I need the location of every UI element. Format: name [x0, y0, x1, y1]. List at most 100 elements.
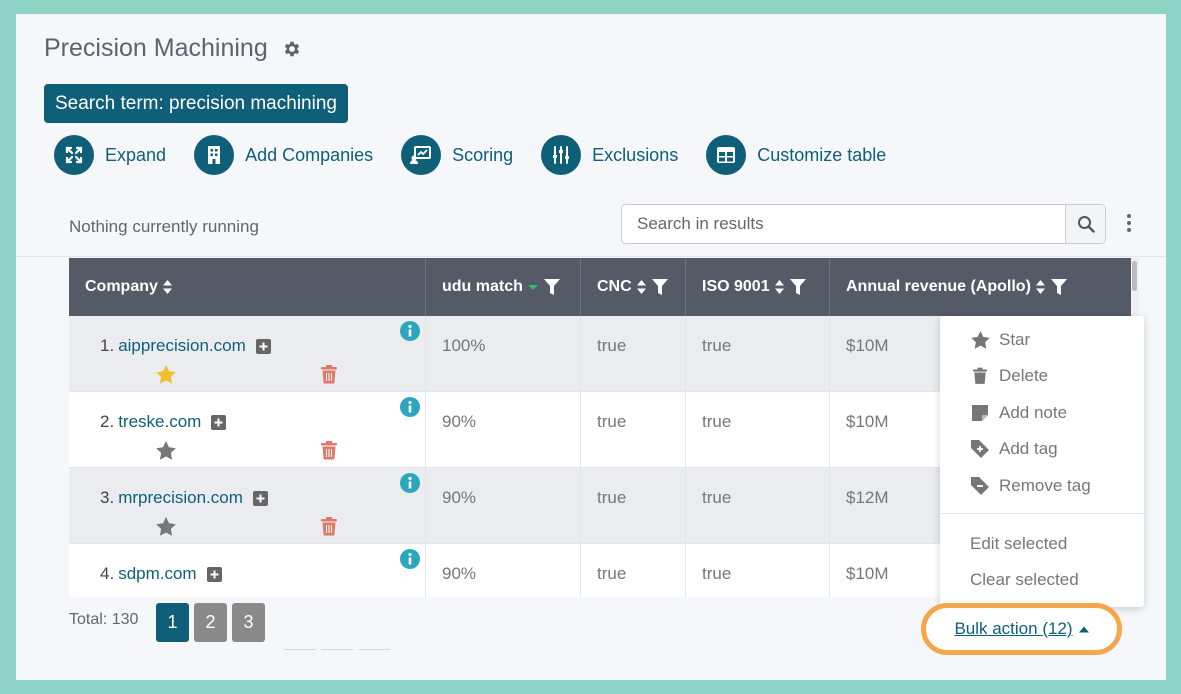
- expand-plus-icon[interactable]: [206, 566, 222, 582]
- udu-match-cell: 90%: [426, 468, 581, 543]
- trash-icon[interactable]: [321, 517, 337, 536]
- iso-cell: true: [686, 316, 830, 391]
- total-count: Total: 130: [69, 611, 139, 628]
- column-header-cnc[interactable]: CNC: [581, 258, 686, 316]
- more-options-icon[interactable]: [1122, 212, 1136, 234]
- note-icon: [970, 405, 990, 421]
- add-companies-label: Add Companies: [245, 144, 374, 165]
- revenue-cell: $10M: [846, 336, 889, 355]
- company-cell: 1. aipprecision.com: [69, 316, 426, 391]
- menu-divider: [940, 513, 1144, 514]
- building-icon: [194, 135, 235, 175]
- menu-item-remove-tag[interactable]: Remove tag: [970, 476, 1091, 496]
- decorative-lines: [284, 649, 395, 650]
- tag-add-icon: [970, 440, 990, 458]
- star-icon: [970, 331, 990, 349]
- udu-match-cell: 100%: [426, 316, 581, 391]
- sort-desc-icon[interactable]: [527, 283, 538, 291]
- page-button-1[interactable]: 1: [156, 603, 189, 642]
- scoring-label: Scoring: [452, 144, 514, 165]
- column-header-iso-9001[interactable]: ISO 9001: [686, 258, 830, 316]
- table-icon: [706, 135, 747, 175]
- company-link[interactable]: mrprecision.com: [118, 488, 243, 507]
- title-row: Precision Machining: [44, 34, 302, 63]
- results-search: [621, 204, 1106, 244]
- iso-cell: true: [686, 392, 830, 467]
- pagination: 1 2 3: [156, 603, 270, 642]
- udu-match-cell: 90%: [426, 544, 581, 597]
- expand-plus-icon[interactable]: [211, 414, 227, 430]
- menu-item-clear-selected[interactable]: Clear selected: [970, 570, 1079, 589]
- filter-icon[interactable]: [789, 279, 806, 295]
- menu-item-star[interactable]: Star: [970, 330, 1030, 350]
- bulk-action-label: Bulk action (12): [954, 619, 1073, 638]
- column-header-udu-match[interactable]: udu match: [426, 258, 581, 316]
- sliders-icon: [541, 135, 582, 175]
- star-icon[interactable]: [156, 441, 176, 460]
- info-icon[interactable]: [400, 549, 420, 569]
- table-header: Company udu match CNC ISO 9001 Annual re…: [69, 258, 1131, 316]
- trash-icon: [970, 367, 990, 385]
- search-input[interactable]: [622, 205, 1065, 243]
- customize-table-button[interactable]: Customize table: [706, 135, 886, 175]
- iso-cell: true: [686, 468, 830, 543]
- table-scrollbar-thumb[interactable]: [1132, 261, 1137, 291]
- main-panel: Precision Machining Search term: precisi…: [16, 14, 1166, 680]
- company-link[interactable]: sdpm.com: [118, 564, 197, 583]
- row-number: 4.: [100, 564, 115, 583]
- exclusions-button[interactable]: Exclusions: [541, 135, 678, 175]
- info-icon[interactable]: [400, 473, 420, 493]
- company-link[interactable]: treske.com: [118, 412, 202, 431]
- sort-icon[interactable]: [162, 280, 172, 294]
- expand-label: Expand: [105, 144, 167, 165]
- cnc-cell: true: [581, 392, 686, 467]
- page-button-2[interactable]: 2: [194, 603, 227, 642]
- bulk-action-menu: Star Delete Add note Add tag Remove tag …: [940, 316, 1144, 607]
- exclusions-label: Exclusions: [592, 144, 679, 165]
- cnc-cell: true: [581, 468, 686, 543]
- row-number: 3.: [100, 488, 115, 507]
- caret-up-icon: [1078, 626, 1089, 633]
- add-companies-button[interactable]: Add Companies: [194, 135, 373, 175]
- expand-plus-icon[interactable]: [252, 490, 268, 506]
- column-header-company[interactable]: Company: [69, 258, 426, 316]
- trash-icon[interactable]: [321, 365, 337, 384]
- menu-item-delete[interactable]: Delete: [970, 366, 1048, 386]
- udu-match-cell: 90%: [426, 392, 581, 467]
- revenue-cell: $10M: [846, 412, 889, 431]
- scoring-button[interactable]: Scoring: [401, 135, 513, 175]
- search-icon: [1077, 216, 1095, 233]
- menu-item-edit-selected[interactable]: Edit selected: [970, 534, 1068, 553]
- company-cell: 4. sdpm.com: [69, 544, 426, 597]
- info-icon[interactable]: [400, 321, 420, 341]
- filter-icon[interactable]: [543, 279, 560, 295]
- row-number: 1.: [100, 336, 115, 355]
- sort-icon[interactable]: [1035, 280, 1045, 294]
- cnc-cell: true: [581, 544, 686, 597]
- info-icon[interactable]: [400, 397, 420, 417]
- company-cell: 3. mrprecision.com: [69, 468, 426, 543]
- star-icon[interactable]: [156, 365, 176, 384]
- sort-icon[interactable]: [774, 280, 784, 294]
- filter-icon[interactable]: [1050, 279, 1067, 295]
- search-button[interactable]: [1065, 205, 1105, 243]
- column-header-annual-revenue[interactable]: Annual revenue (Apollo): [830, 258, 1131, 316]
- menu-item-add-note[interactable]: Add note: [970, 403, 1067, 423]
- page-title: Precision Machining: [44, 34, 268, 62]
- expand-button[interactable]: Expand: [54, 135, 166, 175]
- customize-table-label: Customize table: [757, 144, 887, 165]
- star-icon[interactable]: [156, 517, 176, 536]
- expand-plus-icon[interactable]: [255, 338, 271, 354]
- company-link[interactable]: aipprecision.com: [118, 336, 246, 355]
- sort-icon[interactable]: [636, 280, 646, 294]
- trash-icon[interactable]: [321, 441, 337, 460]
- row-number: 2.: [100, 412, 115, 431]
- scoring-icon: [401, 135, 442, 175]
- gear-icon[interactable]: [282, 39, 302, 59]
- menu-item-add-tag[interactable]: Add tag: [970, 439, 1058, 459]
- tag-remove-icon: [970, 477, 990, 495]
- filter-icon[interactable]: [651, 279, 668, 295]
- search-term-chip[interactable]: Search term: precision machining: [44, 84, 348, 123]
- page-button-3[interactable]: 3: [232, 603, 265, 642]
- bulk-action-button[interactable]: Bulk action (12): [921, 603, 1122, 655]
